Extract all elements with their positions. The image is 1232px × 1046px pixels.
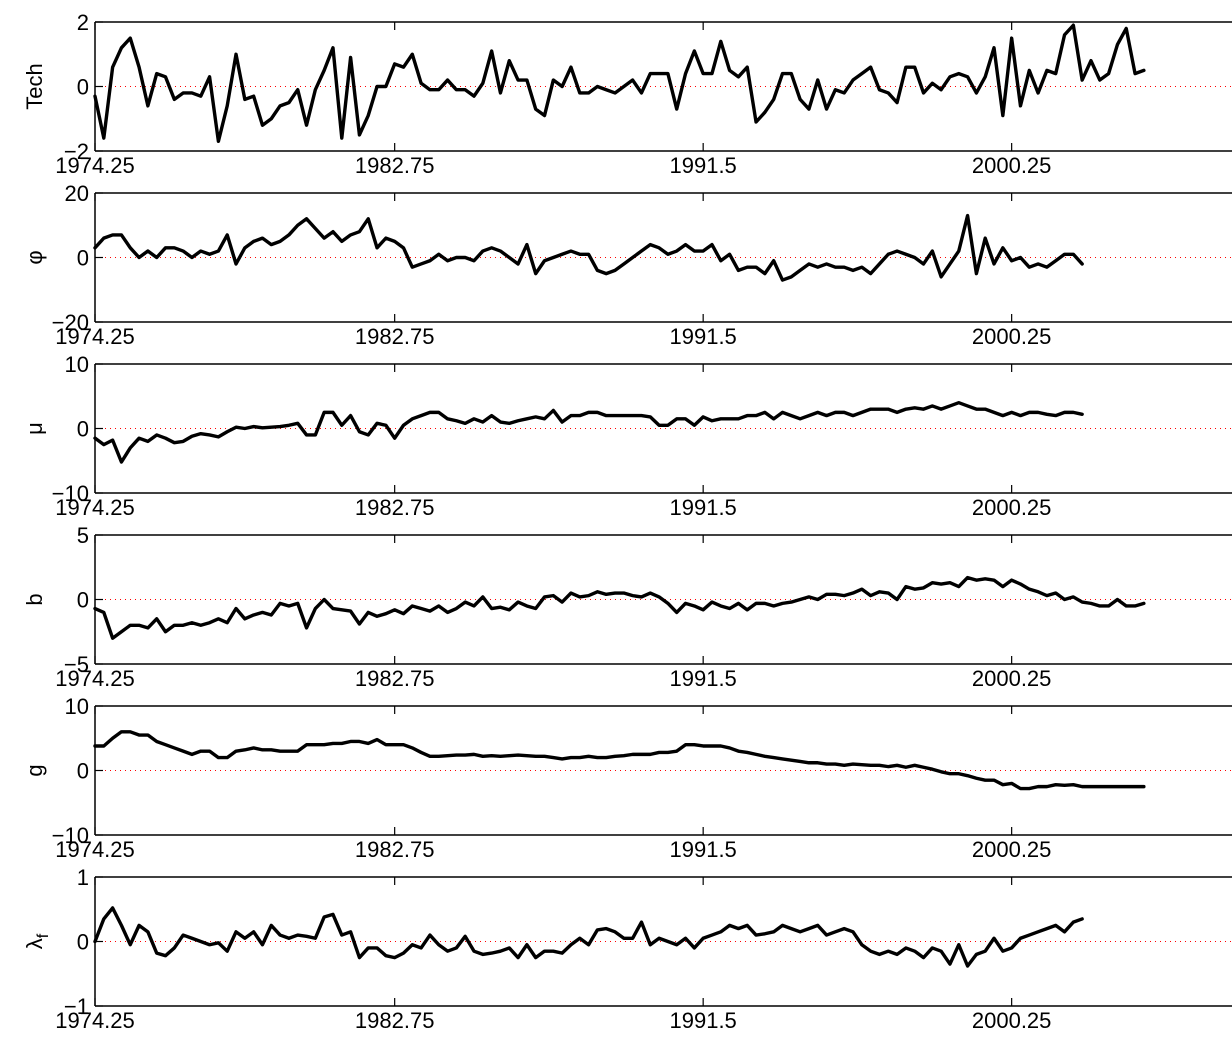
y-axis-title: φ (22, 250, 47, 264)
y-axis-title: μ (22, 422, 47, 435)
y-axis-title: λf (22, 933, 52, 949)
x-tick-label: 1991.5 (670, 1008, 737, 1033)
x-tick-label: 1974.25 (55, 153, 135, 178)
x-tick-label: 1982.75 (355, 153, 435, 178)
x-tick-label: 2000.25 (972, 495, 1052, 520)
y-axis-title: g (22, 764, 47, 776)
x-tick-label: 1991.5 (670, 153, 737, 178)
y-tick-label: 10 (65, 352, 89, 377)
x-tick-label: 2000.25 (972, 837, 1052, 862)
y-tick-label: −20 (52, 310, 89, 335)
y-tick-label: 0 (77, 417, 89, 442)
series-line (93, 575, 1146, 640)
panel-6: 1974.25 1982.75 1991.5 2000.25 −1 0 1 λf (22, 865, 1232, 1033)
y-tick-label: −10 (52, 481, 89, 506)
x-tick-label: 2000.25 (972, 1008, 1052, 1033)
y-tick-label: 0 (77, 759, 89, 784)
y-tick-label: −1 (64, 994, 89, 1019)
y-tick-label: −2 (64, 139, 89, 164)
y-tick-label: 5 (77, 523, 89, 548)
x-tick-label: 1974.25 (55, 324, 135, 349)
panels: 1974.25 1982.75 1991.5 2000.25−202Tech1974.… (22, 10, 1232, 1033)
series-line (93, 213, 1084, 282)
x-tick-label: 1982.75 (355, 495, 435, 520)
y-tick-label: 0 (77, 246, 89, 271)
panel-2: 1974.25 1982.75 1991.5 2000.25 −20 0 20 φ (22, 181, 1232, 349)
y-tick-label: 20 (65, 181, 89, 206)
y-tick-label: −10 (52, 823, 89, 848)
x-tick-label: 1982.75 (355, 1008, 435, 1033)
x-tick-label: 1991.5 (670, 324, 737, 349)
panel-3: 1974.25 1982.75 1991.5 2000.25 −10 0 10 μ (22, 352, 1232, 520)
panel-1: 1974.25 1982.75 1991.5 2000.25 −2 0 2 Tech (22, 10, 1232, 178)
series-line (93, 906, 1084, 968)
y-axis-title: Tech (22, 63, 47, 109)
y-tick-label: 0 (77, 588, 89, 613)
y-tick-label: 0 (77, 930, 89, 955)
x-tick-label: 1991.5 (670, 837, 737, 862)
x-tick-label: 1974.25 (55, 495, 135, 520)
x-tick-label: 2000.25 (972, 666, 1052, 691)
x-tick-label: 1974.25 (55, 837, 135, 862)
panel-4: 1974.25 1982.75 1991.5 2000.25 −5 0 5 b (22, 523, 1232, 691)
x-tick-label: 1974.25 (55, 666, 135, 691)
series-line (93, 23, 1146, 144)
panel-5: 1974.25 1982.75 1991.5 2000.25 −10 0 10 g (22, 694, 1232, 862)
y-axis-title: b (22, 593, 47, 605)
x-tick-label: 1991.5 (670, 666, 737, 691)
series-line (93, 730, 1146, 791)
y-axis-title-subscript: f (35, 933, 52, 938)
x-tick-label: 2000.25 (972, 324, 1052, 349)
x-tick-label: 1974.25 (55, 1008, 135, 1033)
x-tick-label: 1982.75 (355, 324, 435, 349)
x-tick-label: 1982.75 (355, 666, 435, 691)
series-line (93, 401, 1084, 464)
y-tick-label: 10 (65, 694, 89, 719)
y-tick-label: −5 (64, 652, 89, 677)
x-tick-label: 2000.25 (972, 153, 1052, 178)
x-tick-label: 1982.75 (355, 837, 435, 862)
y-tick-label: 1 (77, 865, 89, 890)
x-tick-label: 1991.5 (670, 495, 737, 520)
y-tick-label: 2 (77, 10, 89, 35)
y-tick-label: 0 (77, 75, 89, 100)
